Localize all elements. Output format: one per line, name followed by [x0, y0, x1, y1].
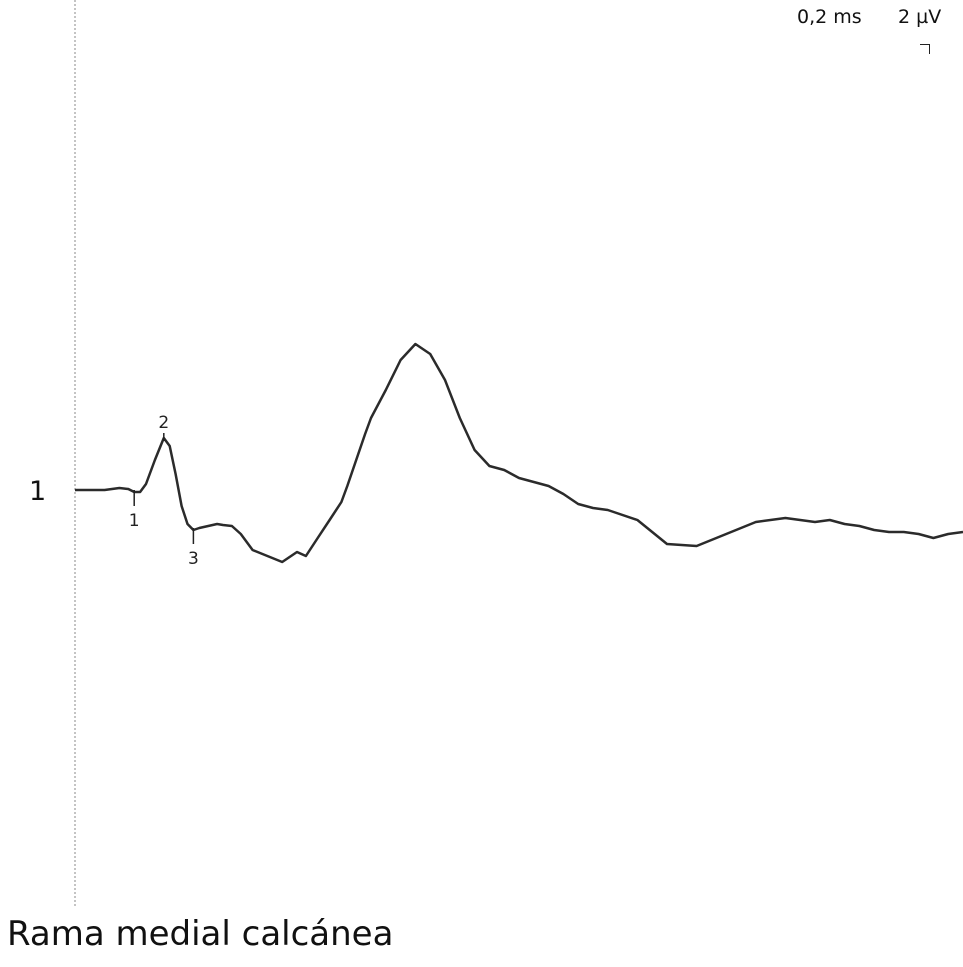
time-scale-label: 0,2 ms [797, 6, 862, 28]
marker-group: 1 2 3 [129, 413, 199, 569]
trace-group [75, 342, 963, 564]
trace-title: Rama medial calcánea [7, 914, 394, 954]
marker-3-label: 3 [188, 549, 199, 569]
scale-bracket-icon [920, 44, 930, 54]
waveform-trace [75, 342, 963, 564]
marker-2-label: 2 [158, 413, 169, 433]
trace-number-label: 1 [29, 476, 47, 507]
amplitude-scale-label: 2 µV [898, 6, 942, 28]
marker-1-label: 1 [129, 511, 140, 531]
